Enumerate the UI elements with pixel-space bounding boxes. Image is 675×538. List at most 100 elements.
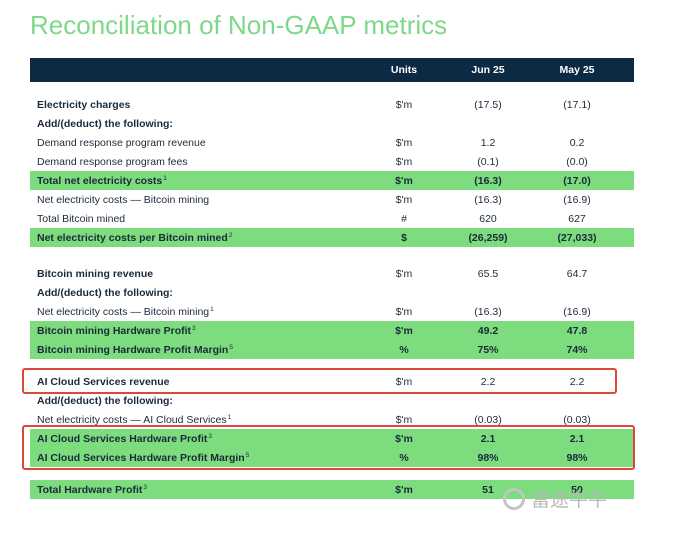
row-label: Add/(deduct) the following: [30, 395, 360, 407]
cell-may: 627 [568, 212, 586, 225]
row-label: Net electricity costs — AI Cloud Service… [30, 414, 360, 426]
cell-may: 0.2 [569, 136, 585, 149]
table-section: AI Cloud Services revenue $'m 2.2 2.2 Add/(d… [22, 368, 635, 470]
table-section: Electricity charges $'m (17.5) (17.1) Add/(d… [30, 95, 634, 247]
footnote-mark: 3 [192, 324, 196, 332]
cell-units: $'m [395, 483, 413, 496]
footnote-mark: 5 [229, 343, 233, 351]
watermark-logo [503, 487, 525, 510]
cell-may: (17.0) [563, 174, 591, 187]
label-text: Add/(deduct) the following: [37, 286, 173, 299]
cell-may: (16.9) [563, 193, 591, 206]
table-row: Total Hardware Profit3 $'m 51 50 [30, 480, 634, 499]
label-text: Total Bitcoin mined [37, 212, 126, 225]
cell-jun: (16.3) [474, 174, 502, 187]
row-label: Net electricity costs — Bitcoin mining1 [30, 306, 360, 318]
cell-units: % [399, 451, 409, 464]
row-label: Bitcoin mining Hardware Profit3 [30, 325, 360, 337]
cell-jun: 65.5 [477, 267, 499, 280]
row-label: Add/(deduct) the following: [30, 287, 360, 299]
cell-jun: 51 [482, 483, 494, 496]
label-text: Total net electricity costs [37, 174, 163, 187]
label-text: Bitcoin mining Hardware Profit Margin [37, 343, 229, 356]
header-may: May 25 [559, 64, 595, 76]
table-row: Net electricity costs per Bitcoin mined2… [30, 228, 634, 247]
cell-may: 2.1 [569, 432, 585, 445]
cell-units: $'m [395, 193, 413, 206]
row-label: Bitcoin mining Hardware Profit Margin5 [30, 344, 360, 356]
row-label: Demand response program revenue [30, 137, 360, 149]
table-row: Bitcoin mining Hardware Profit3 $'m 49.2 47… [30, 321, 634, 340]
row-label: Total net electricity costs1 [30, 175, 360, 187]
table-row: Bitcoin mining Hardware Profit Margin5% 7… [30, 340, 634, 359]
cell-jun: (16.3) [474, 193, 502, 206]
cell-may: (0.0) [566, 155, 588, 168]
cell-units: $'m [395, 98, 413, 111]
table-row: AI Cloud Services Hardware Profit Margin… [30, 448, 634, 467]
row-label: AI Cloud Services Hardware Profit Margin… [30, 452, 360, 464]
row-label: AI Cloud Services revenue [30, 376, 360, 388]
cell-units: $'m [395, 305, 413, 318]
table-row: Add/(deduct) the following: [30, 391, 634, 410]
cell-jun: (16.3) [474, 305, 502, 318]
table-row: Net electricity costs — AI Cloud Service… [30, 410, 634, 429]
cell-units: $'m [395, 432, 413, 445]
cell-units: $'m [395, 324, 413, 337]
label-text: Add/(deduct) the following: [37, 117, 173, 130]
label-text: Net electricity costs — Bitcoin mining [37, 305, 210, 318]
table-section: Total Hardware Profit3 $'m 51 50 [30, 480, 634, 499]
cell-jun: (26,259) [468, 231, 508, 244]
footnote-mark: 3 [143, 483, 148, 491]
cell-may: (0.03) [563, 413, 591, 426]
cell-jun: (17.5) [474, 98, 502, 111]
cell-jun: 98% [477, 451, 499, 464]
row-label: Net electricity costs — Bitcoin mining [30, 194, 360, 206]
cell-units: $'m [395, 174, 413, 187]
label-text: AI Cloud Services revenue [37, 375, 170, 388]
row-label: Total Bitcoin mined [30, 213, 360, 225]
page-title: Reconciliation of Non-GAAP metrics [30, 10, 448, 40]
footnote-mark: 1 [210, 305, 214, 313]
cell-jun: (0.1) [477, 155, 499, 168]
footnote-mark: 2 [228, 231, 233, 239]
table-row: AI Cloud Services revenue $'m 2.2 2.2 [30, 372, 634, 391]
table-row: Net electricity costs — Bitcoin mining $'… [30, 190, 634, 209]
cell-may: 64.7 [566, 267, 588, 280]
row-label: AI Cloud Services Hardware Profit3 [30, 433, 360, 445]
cell-jun: (0.03) [474, 413, 502, 426]
row-label: Net electricity costs per Bitcoin mined2 [30, 232, 360, 244]
highlight-box-group: AI Cloud Services Hardware Profit3 $'m 2.1… [22, 425, 635, 470]
cell-units: $ [401, 231, 407, 244]
row-label: Demand response program fees [30, 156, 360, 168]
row-label: Add/(deduct) the following: [30, 118, 360, 130]
table-row: Demand response program revenue $'m 1.2 0.2 [30, 133, 634, 152]
header-jun: Jun 25 [471, 64, 505, 76]
table-row: Add/(deduct) the following: [30, 114, 634, 133]
highlight-box-group: AI Cloud Services revenue $'m 2.2 2.2 [22, 368, 634, 394]
row-label: Electricity charges [30, 99, 360, 111]
table-row: Bitcoin mining revenue $'m 65.5 64.7 [30, 264, 634, 283]
table-section: Bitcoin mining revenue $'m 65.5 64.7 Add/(de… [30, 264, 634, 359]
table-row: Demand response program fees $'m (0.1) (0.0… [30, 152, 634, 171]
header-units: Units [390, 64, 418, 76]
cell-jun: 1.2 [480, 136, 496, 149]
footnote-mark: 1 [227, 413, 232, 421]
watermark-text: 富途牛牛 [531, 490, 608, 511]
label-text: Net electricity costs per Bitcoin mined [37, 231, 228, 244]
table-row: Electricity charges $'m (17.5) (17.1) [30, 95, 634, 114]
cell-may: 98% [566, 451, 588, 464]
table-row: Add/(deduct) the following: [30, 283, 634, 302]
reconciliation-table: Units Jun 25 May 25 Electricity charges $… [22, 58, 635, 499]
table-row: AI Cloud Services Hardware Profit3 $'m 2.1… [30, 429, 634, 448]
row-label: Total Hardware Profit3 [30, 484, 360, 496]
table-row: Net electricity costs — Bitcoin mining1 $… [30, 302, 634, 321]
label-text: AI Cloud Services Hardware Profit Margin [37, 451, 245, 464]
cell-jun: 75% [477, 343, 499, 356]
label-text: Add/(deduct) the following: [37, 394, 173, 407]
label-text: Net electricity costs — AI Cloud Service… [37, 413, 227, 426]
label-text: Bitcoin mining Hardware Profit [37, 324, 192, 337]
footnote-mark: 5 [245, 451, 250, 459]
cell-jun: 2.2 [480, 375, 496, 388]
table-row: Total Bitcoin mined #620 627 [30, 209, 634, 228]
